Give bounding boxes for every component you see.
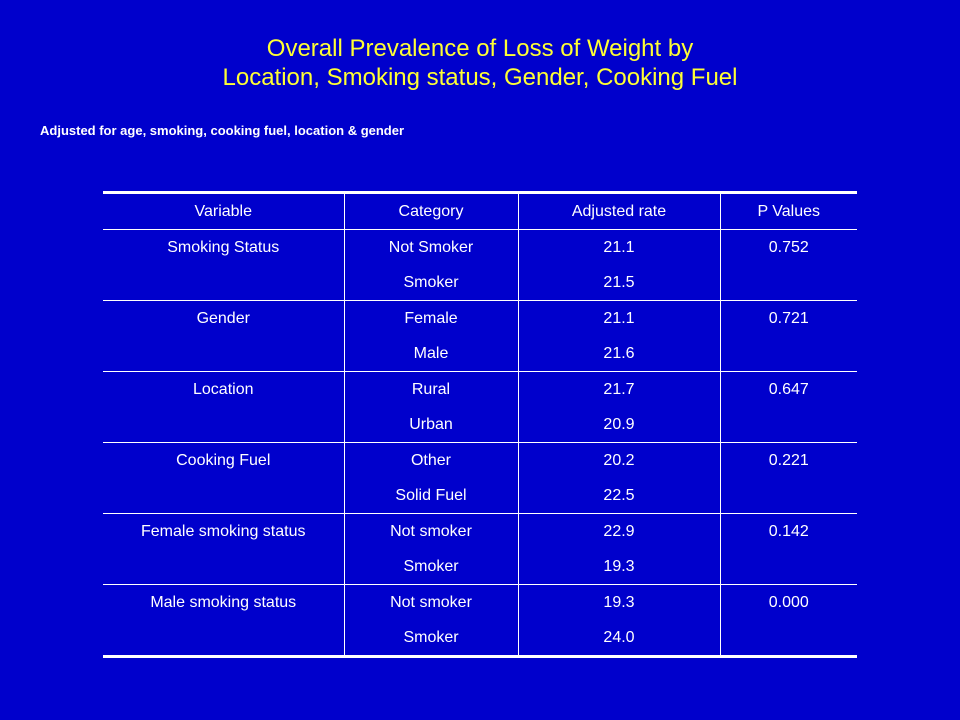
variable-cell: Gender [196, 309, 250, 327]
table-row: Male smoking status Not smoker 19.3 0.00… [103, 584, 857, 620]
p-value-cell-empty [719, 407, 857, 443]
prevalence-table: Variable Category Adjusted rate P Values… [103, 191, 857, 658]
header-category: Category [343, 192, 518, 230]
variable-cell: Cooking Fuel [176, 451, 271, 469]
category-cell: Not smoker [343, 584, 518, 620]
rate-cell: 20.9 [517, 407, 720, 443]
p-value-cell: 0.000 [719, 584, 857, 620]
table-row: Solid Fuel 22.5 [103, 478, 857, 514]
rate-cell: 21.1 [517, 229, 720, 265]
variable-cell: Male smoking status [150, 593, 297, 611]
category-cell: Smoker [343, 265, 518, 301]
category-cell: Female [343, 300, 518, 336]
table-row: Gender Female 21.1 0.721 [103, 300, 857, 336]
table-row: Cooking Fuel Other 20.2 0.221 [103, 442, 857, 478]
p-value-cell-empty [719, 336, 857, 372]
p-value-cell-empty [719, 478, 857, 514]
p-value-cell: 0.721 [719, 300, 857, 336]
p-value-cell: 0.221 [719, 442, 857, 478]
p-value-cell-empty [719, 265, 857, 301]
table-row: Location Rural 21.7 0.647 [103, 371, 857, 407]
category-cell: Male [343, 336, 518, 372]
title-line-1: Overall Prevalence of Loss of Weight by [266, 35, 694, 62]
variable-cell-empty [103, 265, 344, 301]
variable-cell: Smoking Status [167, 238, 280, 256]
category-cell: Smoker [343, 620, 518, 657]
rate-cell: 24.0 [517, 620, 720, 657]
variable-cell-empty [103, 336, 344, 372]
table-row: Female smoking status Not smoker 22.9 0.… [103, 513, 857, 549]
category-cell: Smoker [343, 549, 518, 585]
rate-cell: 21.1 [517, 300, 720, 336]
category-cell: Not smoker [343, 513, 518, 549]
table-row: Smoker 21.5 [103, 265, 857, 301]
rate-cell: 19.3 [517, 584, 720, 620]
p-value-cell: 0.752 [719, 229, 857, 265]
table-row: Male 21.6 [103, 336, 857, 372]
variable-cell-empty [103, 407, 344, 443]
rate-cell: 21.7 [517, 371, 720, 407]
category-cell: Rural [343, 371, 518, 407]
variable-cell-empty [103, 478, 344, 514]
table-header-row: Variable Category Adjusted rate P Values [103, 192, 857, 230]
variable-cell: Female smoking status [140, 522, 306, 540]
p-value-cell-empty [719, 549, 857, 585]
rate-cell: 22.5 [517, 478, 720, 514]
category-cell: Not Smoker [343, 229, 518, 265]
table-row: Smoker 24.0 [103, 620, 857, 657]
table-row: Smoking Status Not Smoker 21.1 0.752 [103, 229, 857, 265]
category-cell: Other [343, 442, 518, 478]
p-value-cell: 0.142 [719, 513, 857, 549]
slide-title: Overall Prevalence of Loss of Weight by … [0, 34, 960, 92]
rate-cell: 21.6 [517, 336, 720, 372]
rate-cell: 20.2 [517, 442, 720, 478]
table-row: Urban 20.9 [103, 407, 857, 443]
variable-cell-empty [103, 549, 344, 585]
header-adjusted-rate: Adjusted rate [517, 192, 720, 230]
rate-cell: 22.9 [517, 513, 720, 549]
p-value-cell: 0.647 [719, 371, 857, 407]
category-cell: Urban [343, 407, 518, 443]
rate-cell: 19.3 [517, 549, 720, 585]
rate-cell: 21.5 [517, 265, 720, 301]
category-cell: Solid Fuel [343, 478, 518, 514]
header-p-values: P Values [719, 192, 857, 230]
variable-cell-empty [103, 620, 344, 657]
adjustment-note: Adjusted for age, smoking, cooking fuel,… [40, 123, 405, 138]
p-value-cell-empty [719, 620, 857, 657]
variable-cell: Location [193, 380, 254, 398]
table-row: Smoker 19.3 [103, 549, 857, 585]
header-variable: Variable [194, 202, 252, 220]
title-line-2: Location, Smoking status, Gender, Cookin… [222, 64, 738, 91]
